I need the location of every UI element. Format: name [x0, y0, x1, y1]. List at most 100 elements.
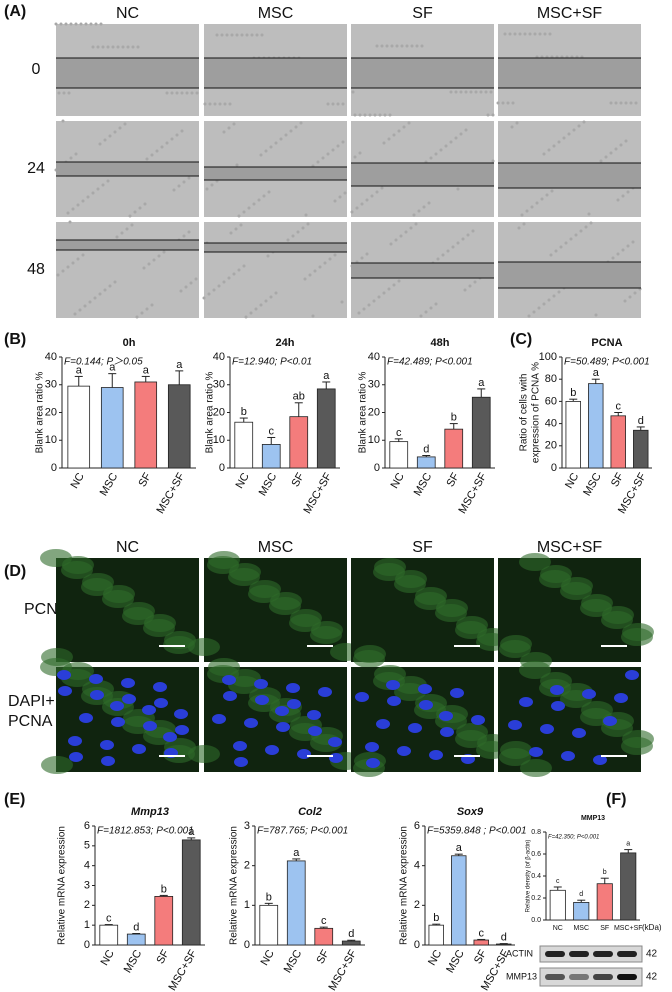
texture: [380, 44, 384, 48]
x-tick-label: NC: [563, 471, 581, 491]
bar: [451, 855, 467, 946]
texture: [185, 91, 189, 95]
texture: [535, 201, 539, 205]
nucleus: [222, 675, 236, 685]
texture: [357, 311, 361, 315]
cell-signal: [164, 631, 196, 649]
nucleus: [79, 713, 93, 723]
texture: [259, 303, 263, 307]
texture: [326, 152, 330, 156]
nucleus: [90, 690, 104, 700]
panel-label: (E): [4, 791, 25, 808]
nucleus: [519, 697, 533, 707]
texture: [177, 184, 181, 188]
column-label: SF: [412, 539, 433, 556]
texture: [123, 122, 127, 126]
scratch-gap: [351, 263, 494, 278]
texture: [331, 148, 335, 152]
texture: [587, 212, 591, 216]
texture: [143, 202, 147, 206]
row-label: PCNA: [8, 713, 53, 730]
texture: [274, 141, 278, 145]
texture: [464, 128, 468, 132]
texture: [222, 280, 226, 284]
texture: [538, 32, 542, 36]
nucleus: [376, 719, 390, 729]
texture: [94, 22, 98, 26]
stat-annotation: F=42.489; P<0.001: [387, 357, 473, 368]
bar: [573, 902, 590, 921]
texture: [213, 102, 217, 106]
texture: [286, 238, 290, 242]
scratch-gap: [498, 163, 641, 188]
nucleus: [329, 753, 343, 763]
texture: [333, 199, 337, 203]
texture: [59, 22, 63, 26]
texture: [619, 101, 623, 105]
column-label: SF: [412, 5, 433, 22]
texture: [289, 129, 293, 133]
texture: [76, 257, 80, 261]
y-tick-label: 30: [368, 379, 380, 391]
x-tick-label: MSC+SF: [614, 925, 643, 932]
nucleus: [440, 727, 454, 737]
column-label: MSC: [258, 539, 294, 556]
texture: [111, 45, 115, 49]
x-tick-label: MSC: [282, 948, 305, 975]
texture: [135, 315, 139, 319]
texture: [179, 289, 183, 293]
texture: [466, 233, 470, 237]
texture: [220, 33, 224, 37]
texture: [554, 249, 558, 253]
texture: [380, 186, 384, 190]
cell-signal: [270, 592, 302, 610]
blot-band: [617, 974, 637, 980]
texture: [336, 144, 340, 148]
texture: [64, 22, 68, 26]
texture: [559, 245, 563, 249]
x-tick-label: SF: [136, 471, 154, 489]
cell-signal: [208, 658, 240, 676]
texture: [518, 32, 522, 36]
significance-letter: b: [451, 412, 457, 424]
texture: [542, 302, 546, 306]
nucleus: [58, 686, 72, 696]
nucleus: [572, 728, 586, 738]
texture: [589, 221, 593, 225]
y-tick-label: 20: [368, 406, 380, 418]
texture: [165, 141, 169, 145]
x-tick-label: MSC+SF: [155, 471, 188, 516]
texture: [550, 189, 554, 193]
texture: [523, 32, 527, 36]
texture: [449, 140, 453, 144]
texture: [548, 32, 552, 36]
significance-letter: d: [638, 415, 644, 427]
cell-signal: [249, 580, 281, 598]
texture: [372, 299, 376, 303]
texture: [155, 149, 159, 153]
texture: [419, 314, 423, 318]
texture: [222, 130, 226, 134]
texture: [225, 33, 229, 37]
texture: [410, 44, 414, 48]
texture: [557, 140, 561, 144]
texture: [572, 128, 576, 132]
texture: [378, 113, 382, 117]
texture: [182, 234, 186, 238]
texture: [66, 265, 70, 269]
texture: [367, 303, 371, 307]
texture: [101, 183, 105, 187]
texture: [373, 113, 377, 117]
y-axis-label: Relative density (of β-actin): [526, 840, 532, 913]
texture: [517, 226, 521, 230]
nucleus: [143, 721, 157, 731]
nucleus: [593, 755, 607, 765]
nucleus: [275, 706, 289, 716]
texture: [537, 306, 541, 310]
texture: [621, 248, 625, 252]
x-tick-label: SF: [600, 925, 609, 932]
blot-membrane: [539, 945, 643, 963]
texture: [203, 102, 207, 106]
texture: [205, 187, 209, 191]
texture: [74, 152, 78, 156]
